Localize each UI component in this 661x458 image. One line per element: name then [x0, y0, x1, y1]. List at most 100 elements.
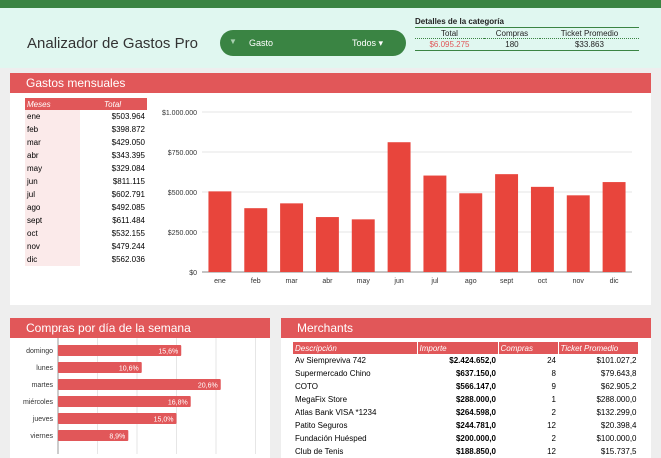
- merchant-avg-ticket: $20.398,4: [600, 421, 637, 430]
- merchant-name: Atlas Bank VISA *1234: [295, 408, 377, 417]
- merchant-purchases: 12: [547, 421, 556, 430]
- bar[interactable]: [244, 208, 268, 272]
- merchant-name: Av Siempreviva 742: [295, 356, 366, 365]
- filter-icon: ▼: [229, 37, 237, 46]
- data-label: 16,8%: [168, 400, 188, 407]
- month-name: oct: [25, 227, 80, 240]
- col-header[interactable]: Importe: [417, 342, 499, 354]
- y-tick-label: $1.000.000: [162, 110, 197, 117]
- data-label: 8,9%: [109, 434, 125, 441]
- table-row[interactable]: Av Siempreviva 742 $2.424.652,0 24 $101.027…: [293, 354, 639, 367]
- merchant-name: Patito Seguros: [295, 421, 348, 430]
- month-name: mar: [25, 136, 80, 149]
- col-header: Meses: [25, 98, 80, 110]
- table-row: ene $503.964: [25, 110, 147, 123]
- bar[interactable]: [566, 195, 590, 272]
- bar[interactable]: [495, 174, 519, 272]
- bar[interactable]: [351, 219, 375, 272]
- month-total: $329.084: [111, 164, 145, 173]
- y-tick-label: lunes: [36, 365, 53, 372]
- col-header[interactable]: Descripción: [293, 342, 418, 354]
- table-row: jun $811.115: [25, 175, 147, 188]
- merchant-avg-ticket: $15.737,5: [600, 447, 637, 456]
- table-row[interactable]: COTO $566.147,0 9 $62.905,2: [293, 380, 639, 393]
- table-row[interactable]: Patito Seguros $244.781,0 12 $20.398,4: [293, 419, 639, 432]
- bar[interactable]: [387, 142, 411, 272]
- month-total: $532.155: [111, 229, 145, 238]
- merchant-purchases: 12: [547, 447, 556, 456]
- weekday-chart: domingo 15,6% lunes 10,6% martes 20,6% miércol…: [23, 338, 256, 454]
- bar[interactable]: [315, 217, 339, 272]
- col-header[interactable]: Ticket Promedio: [558, 342, 639, 354]
- monthly-chart: $0 $250.000 $500.000 $750.000 $1.000.000 ene f…: [162, 110, 632, 285]
- merchant-amount: $566.147,0: [455, 382, 496, 391]
- panel-title: Compras por día de la semana: [10, 318, 270, 338]
- table-row[interactable]: Atlas Bank VISA *1234 $264.598,0 2 $132.299…: [293, 406, 639, 419]
- data-label: 15,6%: [158, 349, 178, 356]
- x-tick-label: sept: [500, 278, 513, 285]
- details-total: $6.095.275: [429, 40, 470, 49]
- table-row: feb $398.872: [25, 123, 147, 136]
- details-purchases: 180: [505, 40, 519, 49]
- merchant-purchases: 8: [551, 369, 556, 378]
- bar[interactable]: [58, 396, 191, 407]
- panel-title: Gastos mensuales: [10, 73, 651, 93]
- bar[interactable]: [58, 345, 182, 356]
- table-row: abr $343.395: [25, 149, 147, 162]
- table-row: ago $492.085: [25, 201, 147, 214]
- bar[interactable]: [58, 430, 129, 441]
- month-total: $611.484: [112, 216, 145, 225]
- table-row: may $329.084: [25, 162, 147, 175]
- merchant-amount: $188.850,0: [455, 447, 496, 456]
- month-name: dic: [25, 253, 80, 266]
- month-name: ago: [25, 201, 80, 214]
- month-name: may: [25, 162, 80, 175]
- category-details: Detalles de la categoría Total Compras Tic…: [415, 17, 639, 51]
- table-row: nov $479.244: [25, 240, 147, 253]
- y-tick-label: $500.000: [168, 190, 197, 197]
- x-tick-label: jul: [430, 278, 438, 285]
- monthly-table: Meses Total ene $503.964 feb $398.872 mar $429…: [25, 98, 147, 266]
- y-tick-label: miércoles: [23, 399, 53, 406]
- table-row: mar $429.050: [25, 136, 147, 149]
- bar[interactable]: [602, 182, 626, 272]
- data-label: 15,0%: [154, 417, 174, 424]
- bar[interactable]: [58, 413, 177, 424]
- merchant-amount: $637.150,0: [455, 369, 496, 378]
- table-row: sept $611.484: [25, 214, 147, 227]
- x-tick-label: dic: [610, 278, 619, 285]
- details-header: Total: [415, 27, 484, 39]
- table-row[interactable]: Club de Tenis $188.850,0 12 $15.737,5: [293, 445, 639, 458]
- merchant-amount: $264.598,0: [455, 408, 496, 417]
- app-title: Analizador de Gastos Pro: [27, 35, 198, 52]
- merchant-amount: $288.000,0: [455, 395, 496, 404]
- bar[interactable]: [280, 203, 304, 272]
- col-header[interactable]: Compras: [498, 342, 559, 354]
- merchant-avg-ticket: $100.000,0: [596, 434, 637, 443]
- month-total: $479.244: [111, 242, 145, 251]
- merchant-avg-ticket: $62.905,2: [600, 382, 637, 391]
- table-row[interactable]: Fundación Huésped $200.000,0 2 $100.000,0: [293, 432, 639, 445]
- filter-dropdown[interactable]: Todos ▾: [352, 38, 384, 48]
- month-name: nov: [25, 240, 80, 253]
- bar[interactable]: [459, 193, 483, 272]
- bar[interactable]: [58, 379, 221, 390]
- merchant-avg-ticket: $101.027,2: [596, 356, 637, 365]
- bar[interactable]: [423, 175, 447, 272]
- month-total: $602.791: [111, 190, 145, 199]
- bar[interactable]: [530, 186, 554, 272]
- table-row[interactable]: MegaFix Store $288.000,0 1 $288.000,0: [293, 393, 639, 406]
- category-filter[interactable]: ▼ Gasto Todos ▾: [220, 30, 406, 56]
- details-header: Ticket Promedio: [539, 27, 639, 39]
- details-title: Detalles de la categoría: [415, 17, 504, 26]
- table-row: dic $562.036: [25, 253, 147, 266]
- table-row[interactable]: Supermercado Chino $637.150,0 8 $79.643,8: [293, 367, 639, 380]
- bar[interactable]: [208, 191, 232, 272]
- month-name: ene: [25, 110, 80, 123]
- merchants-table: Descripción Importe Compras Ticket Promedio…: [293, 342, 639, 458]
- x-tick-label: jun: [393, 278, 403, 285]
- x-tick-label: may: [357, 278, 371, 285]
- x-tick-label: ago: [465, 278, 477, 285]
- y-tick-label: domingo: [26, 348, 53, 355]
- bar[interactable]: [58, 362, 142, 373]
